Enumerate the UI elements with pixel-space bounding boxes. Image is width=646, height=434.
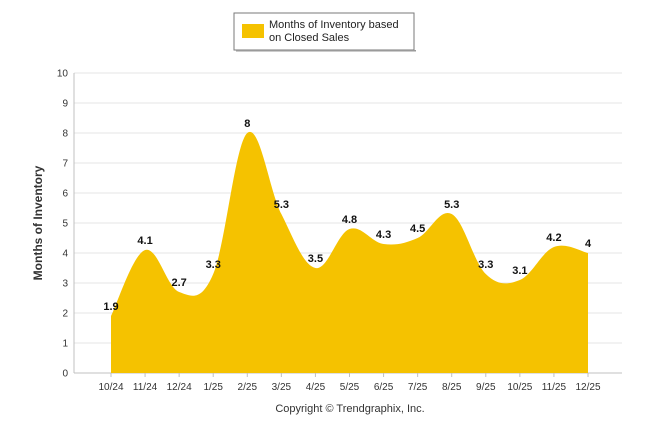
x-tick-label-3/25: 3/25 xyxy=(272,382,292,393)
y-tick-label-5: 5 xyxy=(62,219,68,230)
data-label-3/25: 5.3 xyxy=(274,199,289,211)
copyright-text: Copyright © Trendgraphix, Inc. xyxy=(275,403,424,415)
y-tick-label-2: 2 xyxy=(62,309,68,320)
y-tick-label-0: 0 xyxy=(62,369,68,380)
x-tick-label-6/25: 6/25 xyxy=(374,382,394,393)
data-point-4/25 xyxy=(314,267,317,270)
data-point-10/25 xyxy=(518,279,521,282)
x-tick-labels: 10/24 11/24 12/24 1/25 2/25 3/25 4/25 5/25 6/25 7… xyxy=(98,382,600,393)
y-tick-label-4: 4 xyxy=(62,249,68,260)
x-tick-label-7/25: 7/25 xyxy=(408,382,428,393)
legend-line-1: Months of Inventory based xyxy=(269,19,399,31)
data-point-3/25 xyxy=(280,213,283,216)
y-tick-label-8: 8 xyxy=(62,129,68,140)
legend-swatch xyxy=(242,24,264,38)
data-point-11/24 xyxy=(144,249,147,252)
data-point-6/25 xyxy=(382,243,385,246)
y-tick-label-3: 3 xyxy=(62,279,68,290)
data-label-12/25: 4 xyxy=(585,238,592,250)
x-tick-label-10/24: 10/24 xyxy=(98,382,123,393)
x-tick-label-4/25: 4/25 xyxy=(306,382,326,393)
data-point-12/25 xyxy=(587,252,590,255)
data-label-9/25: 3.3 xyxy=(478,259,493,271)
data-label-7/25: 4.5 xyxy=(410,223,425,235)
x-tick-label-11/25: 11/25 xyxy=(542,382,567,393)
x-tick-label-11/24: 11/24 xyxy=(133,382,158,393)
data-label-11/25: 4.2 xyxy=(546,232,561,244)
y-tick-label-10: 10 xyxy=(57,69,69,80)
data-point-7/25 xyxy=(416,237,419,240)
x-tick-label-1/25: 1/25 xyxy=(203,382,223,393)
x-tick-label-5/25: 5/25 xyxy=(340,382,360,393)
x-tick-label-2/25: 2/25 xyxy=(238,382,258,393)
data-label-2/25: 8 xyxy=(244,118,250,130)
legend-line-2: on Closed Sales xyxy=(269,32,350,44)
legend: Months of Inventory based on Closed Sale… xyxy=(233,12,416,52)
x-tick-label-12/24: 12/24 xyxy=(167,382,192,393)
data-label-10/24: 1.9 xyxy=(103,301,118,313)
legend-box-shadow xyxy=(236,50,416,52)
y-tick-label-6: 6 xyxy=(62,189,68,200)
data-labels: 1.9 4.1 2.7 3.3 8 5.3 3.5 4.8 4.3 4.5 5.3 3.3 3.1 4.2… xyxy=(103,118,592,313)
data-point-2/25 xyxy=(246,132,249,135)
area-series xyxy=(110,131,590,373)
data-label-8/25: 5.3 xyxy=(444,199,459,211)
x-tick-label-8/25: 8/25 xyxy=(442,382,462,393)
data-point-5/25 xyxy=(348,228,351,231)
data-point-9/25 xyxy=(484,273,487,276)
data-label-12/24: 2.7 xyxy=(171,277,186,289)
y-tick-label-1: 1 xyxy=(62,339,68,350)
y-tick-labels: 0 1 2 3 4 5 6 7 8 9 10 xyxy=(57,69,69,380)
data-label-6/25: 4.3 xyxy=(376,229,391,241)
data-label-10/25: 3.1 xyxy=(512,265,527,277)
y-tick-label-7: 7 xyxy=(62,159,68,170)
y-tick-label-9: 9 xyxy=(62,99,68,110)
data-point-12/24 xyxy=(178,291,181,294)
data-label-11/24: 4.1 xyxy=(137,235,152,247)
data-point-1/25 xyxy=(212,273,215,276)
x-tick-label-9/25: 9/25 xyxy=(476,382,496,393)
data-label-5/25: 4.8 xyxy=(342,214,357,226)
data-label-4/25: 3.5 xyxy=(308,253,323,265)
data-point-8/25 xyxy=(450,213,453,216)
y-axis-title: Months of Inventory xyxy=(31,165,45,280)
data-point-11/25 xyxy=(552,246,555,249)
x-tick-label-12/25: 12/25 xyxy=(575,382,600,393)
area-fill xyxy=(111,131,588,373)
data-point-10/24 xyxy=(110,315,113,318)
data-label-1/25: 3.3 xyxy=(206,259,221,271)
x-tick-label-10/25: 10/25 xyxy=(507,382,532,393)
